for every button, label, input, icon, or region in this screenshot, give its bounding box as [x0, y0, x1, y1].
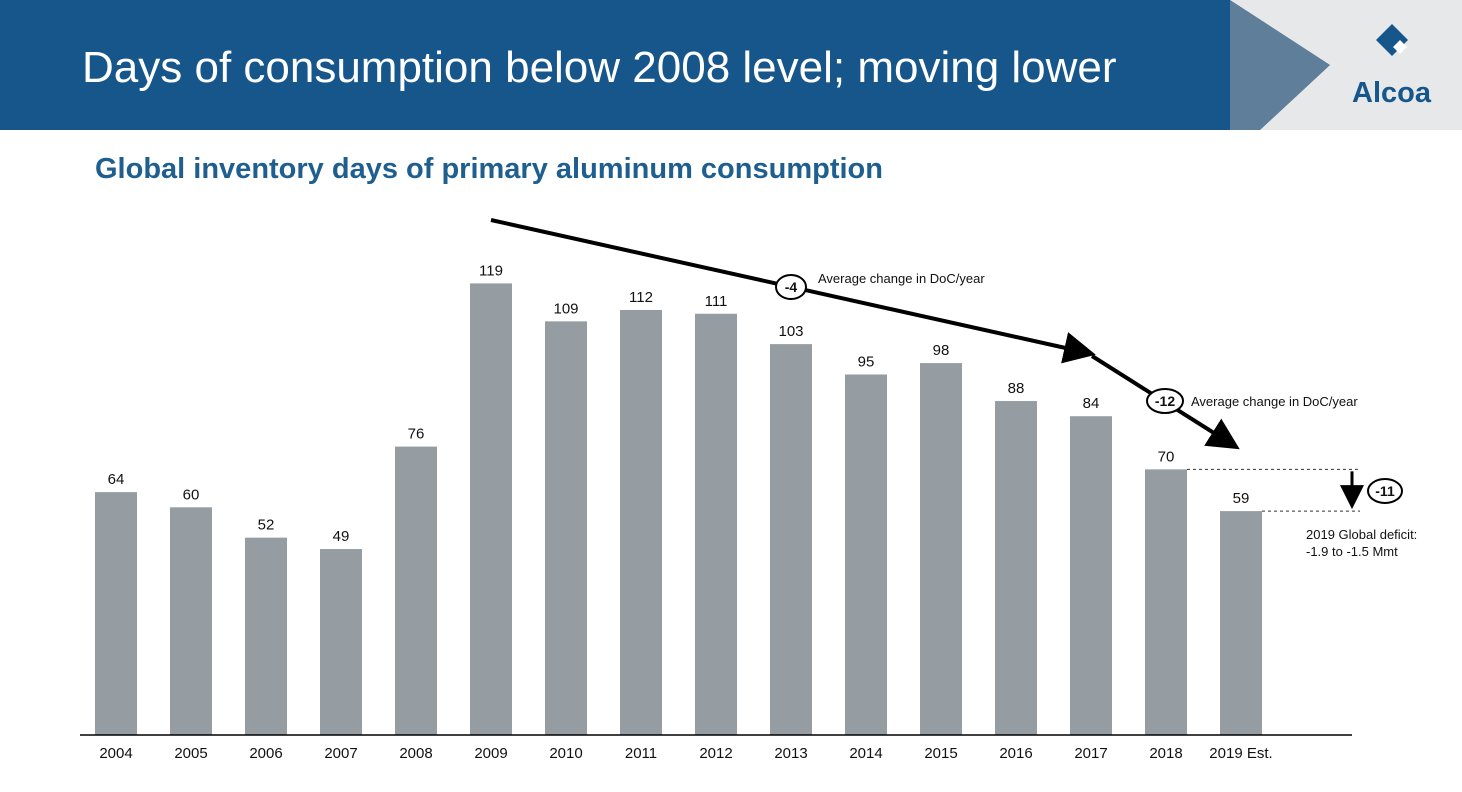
bar-2008 [395, 446, 437, 735]
bar-2017 [1070, 416, 1112, 735]
annotation-text-1: Average change in DoC/year [818, 271, 985, 286]
x-tick-label: 2007 [324, 745, 357, 762]
bar-2014 [845, 374, 887, 735]
bar-2010 [545, 321, 587, 735]
bar-2005 [170, 507, 212, 735]
bar-2007 [320, 549, 362, 735]
page-title: Days of consumption below 2008 level; mo… [82, 43, 1117, 92]
chart-title: Global inventory days of primary aluminu… [95, 153, 883, 185]
x-tick-label: 2005 [174, 745, 207, 762]
data-label: 98 [933, 342, 950, 359]
data-label: 95 [858, 353, 875, 370]
x-tick-label: 2008 [399, 745, 432, 762]
data-label: 52 [258, 517, 275, 534]
bar-2019 Est. [1220, 511, 1262, 735]
bar-2012 [695, 313, 737, 735]
header-banner: Days of consumption below 2008 level; mo… [0, 0, 1462, 130]
logo-panel [1230, 0, 1462, 130]
data-label: 70 [1158, 448, 1175, 465]
data-label: 76 [408, 426, 425, 443]
bar-2004 [95, 492, 137, 735]
x-tick-label: 2019 Est. [1209, 745, 1272, 762]
data-label: 109 [553, 300, 578, 317]
change-badge-1-outline [775, 274, 807, 300]
bar-2018 [1145, 469, 1187, 735]
bar-2015 [920, 363, 962, 735]
alcoa-logo-icon [1376, 24, 1408, 56]
x-tick-label: 2017 [1074, 745, 1107, 762]
change-badge-3-outline [1367, 478, 1403, 504]
x-tick-label: 2016 [999, 745, 1032, 762]
x-tick-label: 2011 [625, 745, 657, 762]
bar-2006 [245, 537, 287, 735]
change-badge-3: -11 [1375, 483, 1395, 499]
data-label: 60 [183, 486, 200, 503]
bar-2009 [470, 283, 512, 735]
x-tick-label: 2004 [99, 745, 132, 762]
x-tick-label: 2015 [924, 745, 957, 762]
change-badge-2: -12 [1155, 393, 1175, 409]
data-label: 111 [705, 293, 728, 310]
x-tick-label: 2006 [249, 745, 282, 762]
deficit-note-line: 2019 Global deficit: [1306, 527, 1417, 542]
x-tick-label: 2009 [474, 745, 507, 762]
bar-2016 [995, 401, 1037, 735]
data-label: 64 [108, 471, 125, 488]
data-label: 103 [778, 323, 803, 340]
x-tick-label: 2013 [774, 745, 807, 762]
bar-2011 [620, 309, 662, 735]
data-label: 49 [333, 528, 350, 545]
bar-2013 [770, 344, 812, 735]
change-badge-2-outline [1146, 388, 1184, 414]
data-label: 88 [1008, 380, 1025, 397]
logo-text: Alcoa [1352, 77, 1431, 109]
x-tick-label: 2010 [549, 745, 582, 762]
deficit-note-line: -1.9 to -1.5 Mmt [1306, 544, 1398, 559]
change-badge-1: -4 [785, 279, 798, 295]
annotation-text-2: Average change in DoC/year [1191, 394, 1358, 409]
data-label: 59 [1233, 490, 1250, 507]
data-label: 119 [479, 262, 503, 279]
x-tick-label: 2018 [1149, 745, 1182, 762]
data-label: 84 [1083, 395, 1100, 412]
x-tick-label: 2014 [849, 745, 882, 762]
data-label: 112 [629, 289, 653, 306]
x-tick-label: 2012 [699, 745, 732, 762]
